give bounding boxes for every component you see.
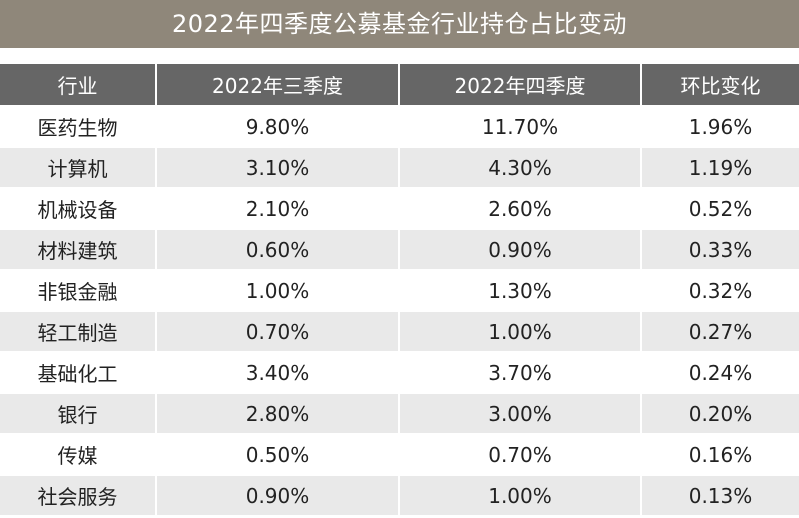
header-qoq-change: 环比变化 (641, 64, 799, 106)
table-row: 医药生物 9.80% 11.70% 1.96% (0, 105, 799, 147)
table-row: 银行 2.80% 3.00% 0.20% (0, 392, 799, 434)
table-row: 基础化工 3.40% 3.70% 0.24% (0, 351, 799, 393)
header-row: 行业 2022年三季度 2022年四季度 环比变化 (0, 64, 799, 106)
cell-change: 0.20% (641, 392, 799, 434)
cell-industry: 社会服务 (0, 474, 157, 515)
cell-q3: 0.70% (156, 310, 400, 352)
cell-q3: 3.10% (156, 146, 400, 188)
cell-change: 0.24% (641, 351, 799, 393)
cell-industry: 基础化工 (0, 351, 157, 393)
cell-industry: 材料建筑 (0, 228, 157, 270)
table-row: 轻工制造 0.70% 1.00% 0.27% (0, 310, 799, 352)
cell-industry: 非银金融 (0, 269, 157, 311)
cell-q4: 1.00% (399, 310, 642, 352)
cell-industry: 轻工制造 (0, 310, 157, 352)
cell-industry: 传媒 (0, 433, 157, 475)
table-row: 非银金融 1.00% 1.30% 0.32% (0, 269, 799, 311)
table-row: 机械设备 2.10% 2.60% 0.52% (0, 187, 799, 229)
cell-change: 0.33% (641, 228, 799, 270)
cell-q3: 1.00% (156, 269, 400, 311)
cell-q3: 2.80% (156, 392, 400, 434)
cell-q4: 11.70% (399, 105, 642, 147)
header-2022-q3: 2022年三季度 (156, 64, 400, 106)
cell-q3: 2.10% (156, 187, 400, 229)
cell-q4: 3.00% (399, 392, 642, 434)
holdings-table: 行业 2022年三季度 2022年四季度 环比变化 医药生物 9.80% 11.… (0, 64, 799, 515)
cell-change: 0.13% (641, 474, 799, 515)
cell-q4: 2.60% (399, 187, 642, 229)
cell-industry: 银行 (0, 392, 157, 434)
cell-q3: 3.40% (156, 351, 400, 393)
header-industry: 行业 (0, 64, 157, 106)
cell-q3: 0.90% (156, 474, 400, 515)
cell-q3: 0.60% (156, 228, 400, 270)
cell-q4: 0.90% (399, 228, 642, 270)
cell-q4: 1.30% (399, 269, 642, 311)
cell-change: 1.19% (641, 146, 799, 188)
cell-industry: 计算机 (0, 146, 157, 188)
cell-industry: 医药生物 (0, 105, 157, 147)
cell-change: 0.27% (641, 310, 799, 352)
header-2022-q4: 2022年四季度 (399, 64, 642, 106)
table-row: 传媒 0.50% 0.70% 0.16% (0, 433, 799, 475)
cell-change: 1.96% (641, 105, 799, 147)
cell-q4: 3.70% (399, 351, 642, 393)
cell-change: 0.32% (641, 269, 799, 311)
table-row: 社会服务 0.90% 1.00% 0.13% (0, 474, 799, 515)
title-gap (0, 48, 799, 64)
cell-change: 0.16% (641, 433, 799, 475)
cell-change: 0.52% (641, 187, 799, 229)
table-row: 计算机 3.10% 4.30% 1.19% (0, 146, 799, 188)
cell-q4: 4.30% (399, 146, 642, 188)
table-title: 2022年四季度公募基金行业持仓占比变动 (0, 0, 799, 48)
cell-q3: 0.50% (156, 433, 400, 475)
cell-q4: 0.70% (399, 433, 642, 475)
cell-q3: 9.80% (156, 105, 400, 147)
cell-industry: 机械设备 (0, 187, 157, 229)
table-row: 材料建筑 0.60% 0.90% 0.33% (0, 228, 799, 270)
cell-q4: 1.00% (399, 474, 642, 515)
